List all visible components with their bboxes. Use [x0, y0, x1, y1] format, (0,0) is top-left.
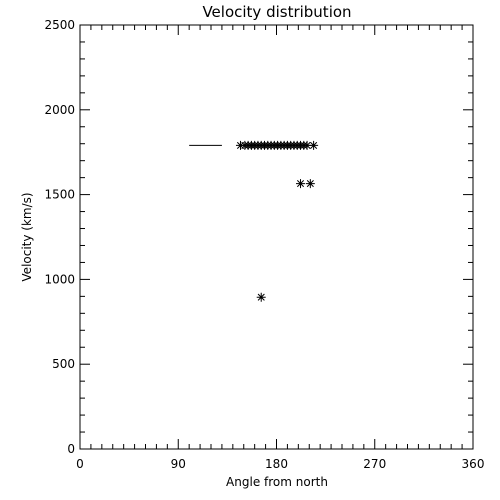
- y-tick-label: 2500: [44, 18, 75, 32]
- asterisk-point: [256, 292, 266, 302]
- asterisk-point: [309, 140, 319, 150]
- y-axis-label: Velocity (km/s): [20, 192, 34, 281]
- y-tick-label: 500: [52, 357, 75, 371]
- y-tick-label: 2000: [44, 103, 75, 117]
- y-tick-label: 1000: [44, 272, 75, 286]
- chart-title: Velocity distribution: [202, 3, 351, 21]
- x-tick-label: 360: [462, 457, 485, 471]
- y-tick-label: 0: [67, 442, 75, 456]
- plot-frame: [79, 24, 474, 450]
- x-axis-label: Angle from north: [226, 475, 328, 489]
- x-tick-label: 90: [171, 457, 186, 471]
- asterisk-point: [296, 179, 306, 189]
- x-tick-label: 180: [265, 457, 288, 471]
- axis-ticks: 0 90 180 270 360 0 500 1000 1500 2000 2500: [44, 18, 484, 471]
- data-marks: [189, 140, 319, 302]
- asterisk-point: [302, 140, 312, 150]
- y-tick-label: 1500: [44, 188, 75, 202]
- x-tick-label: 270: [363, 457, 386, 471]
- asterisk-point: [305, 179, 315, 189]
- x-tick-label: 0: [76, 457, 84, 471]
